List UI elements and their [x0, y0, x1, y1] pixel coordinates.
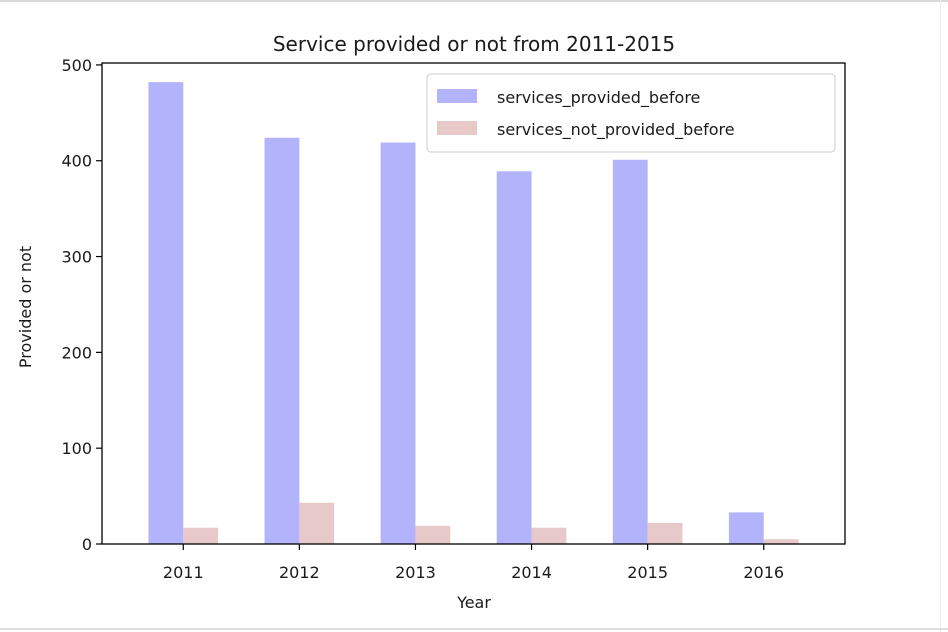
bar-services-provided-before-2014	[496, 171, 532, 545]
bar-services-provided-before-2015	[612, 159, 648, 544]
legend-box	[426, 73, 836, 153]
bottom-divider	[0, 628, 948, 630]
top-divider	[0, 0, 948, 2]
x-tick-label: 2011	[163, 563, 204, 582]
legend-label-services-provided-before: services_provided_before	[497, 88, 700, 108]
legend-label-services-not-provided-before: services_not_provided_before	[497, 120, 735, 140]
bar-services-not-provided-before-2015	[647, 522, 683, 544]
y-tick-label: 0	[82, 535, 92, 554]
y-tick-label: 400	[61, 152, 92, 171]
legend-swatch-services-not-provided-before	[437, 121, 477, 135]
plot-frame	[101, 62, 846, 545]
x-tick-label: 2014	[511, 563, 552, 582]
x-tick-label: 2015	[627, 563, 668, 582]
bar-services-not-provided-before-2013	[415, 525, 451, 544]
chart-title: Service provided or not from 2011-2015	[273, 32, 675, 56]
bar-services-provided-before-2012	[264, 137, 300, 544]
x-axis: 2011 2012 2013 2014 2015 2016	[163, 544, 784, 582]
bar-services-not-provided-before-2014	[531, 527, 567, 544]
bar-services-provided-before-2013	[380, 142, 416, 544]
bar-services-provided-before-2011	[148, 82, 184, 545]
legend-swatch-services-provided-before	[437, 89, 477, 103]
y-tick-label: 300	[61, 248, 92, 267]
bars	[148, 82, 799, 545]
right-divider	[940, 0, 941, 632]
bar-services-provided-before-2016	[728, 512, 764, 544]
x-tick-label: 2013	[395, 563, 436, 582]
y-tick-label: 200	[61, 343, 92, 362]
y-tick-label: 100	[61, 439, 92, 458]
legend: services_provided_before services_not_pr…	[426, 73, 836, 153]
x-tick-label: 2012	[279, 563, 320, 582]
y-tick-label: 500	[61, 56, 92, 75]
x-tick-label: 2016	[743, 563, 784, 582]
bar-services-not-provided-before-2012	[299, 502, 335, 544]
bar-services-not-provided-before-2011	[183, 527, 219, 544]
y-axis-label: Provided or not	[16, 246, 35, 368]
x-axis-label: Year	[456, 593, 491, 612]
bar-services-not-provided-before-2016	[763, 539, 799, 544]
y-axis: 0 100 200 300 400 500	[61, 56, 102, 554]
